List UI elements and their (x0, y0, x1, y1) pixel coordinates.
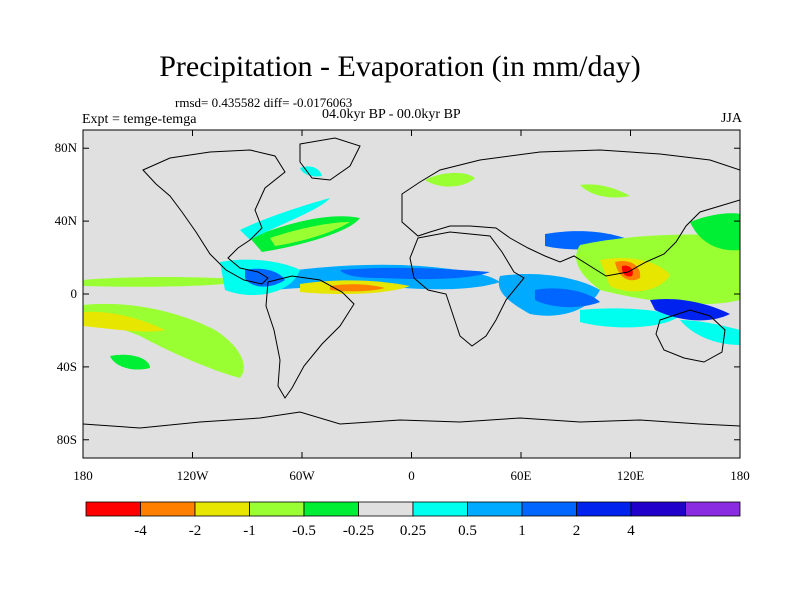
season-label: JJA (720, 111, 742, 126)
field-cyan-east-us (240, 198, 330, 240)
field-green-south-pacific-small (110, 354, 150, 370)
field-green-europe (425, 172, 475, 187)
field-green-tropical-pacific (83, 277, 250, 287)
colorbar-swatch (467, 501, 523, 517)
colorbar-label: 0.5 (458, 523, 477, 539)
y-tick-label: 0 (71, 286, 78, 301)
coastline-antarctica (83, 411, 740, 429)
y-axis: 80N 40N 0 40S 80S (55, 140, 740, 447)
x-tick-label: 0 (408, 468, 415, 483)
coastline-eurasia (401, 149, 740, 277)
field-yellow-south-pacific (83, 311, 165, 332)
x-tick-label: 60E (511, 468, 532, 483)
field-red-southeast-asia (621, 265, 633, 277)
colorbar-label: -0.5 (292, 523, 316, 539)
colorbar-swatch (576, 501, 632, 517)
colorbar-swatch (140, 501, 196, 517)
colorbar: -4 -2 -1 -0.5 -0.25 0.25 0.5 1 2 4 (85, 501, 741, 539)
anomaly-field (83, 166, 740, 378)
x-tick-label: 60W (289, 468, 315, 483)
colorbar-label: 1 (518, 523, 526, 539)
colorbar-label: 0.25 (400, 523, 426, 539)
colorbar-label: -2 (189, 523, 202, 539)
experiment-label: Expt = temge-temga (82, 112, 197, 127)
y-tick-label: 40S (57, 359, 77, 374)
y-tick-label: 80N (55, 140, 78, 155)
colorbar-label: -1 (243, 523, 256, 539)
colorbar-label: 2 (573, 523, 581, 539)
field-green-northwest-pacific (690, 213, 740, 251)
field-lightgreen-north-atlantic (270, 222, 350, 246)
x-tick-label: 180 (730, 468, 750, 483)
field-cyan-indian-ocean (580, 308, 680, 328)
field-cyan-west-pacific (680, 320, 740, 345)
colorbar-label: 4 (627, 523, 635, 539)
colorbar-swatch (630, 501, 686, 517)
coastline-south-america (265, 275, 355, 399)
field-blue-indian-ocean (535, 288, 600, 308)
period-label: 04.0kyr BP - 00.0kyr BP (322, 107, 461, 122)
coastline-australia (655, 309, 726, 363)
colorbar-swatch (85, 501, 141, 517)
colorbar-swatch (685, 501, 741, 517)
colorbar-swatch (194, 501, 250, 517)
colorbar-swatch (303, 501, 359, 517)
map-title: Precipitation - Evaporation (in mm/day) (159, 50, 641, 83)
coastline-africa (409, 231, 525, 347)
field-green-asia-north (580, 184, 630, 198)
field-darkblue-itcz-atlantic (340, 267, 490, 280)
colorbar-swatch (249, 501, 305, 517)
y-tick-label: 40N (55, 213, 78, 228)
colorbar-label: -0.25 (343, 523, 374, 539)
rmsd-diff-stats: rmsd= 0.435582 diff= -0.0176063 (175, 95, 353, 110)
colorbar-swatch (412, 501, 468, 517)
x-axis: 180 120W 60W 0 60E 120E 180 (73, 130, 750, 483)
y-tick-label: 80S (57, 432, 77, 447)
coastlines (83, 137, 740, 429)
colorbar-swatch (521, 501, 577, 517)
x-tick-label: 120W (177, 468, 210, 483)
field-orange-amazon (330, 284, 385, 292)
colorbar-label: -4 (134, 523, 147, 539)
x-tick-label: 120E (617, 468, 645, 483)
coastline-north-america (142, 149, 286, 285)
coastline-greenland (299, 137, 361, 181)
x-tick-label: 180 (73, 468, 93, 483)
colorbar-swatch (358, 501, 414, 517)
